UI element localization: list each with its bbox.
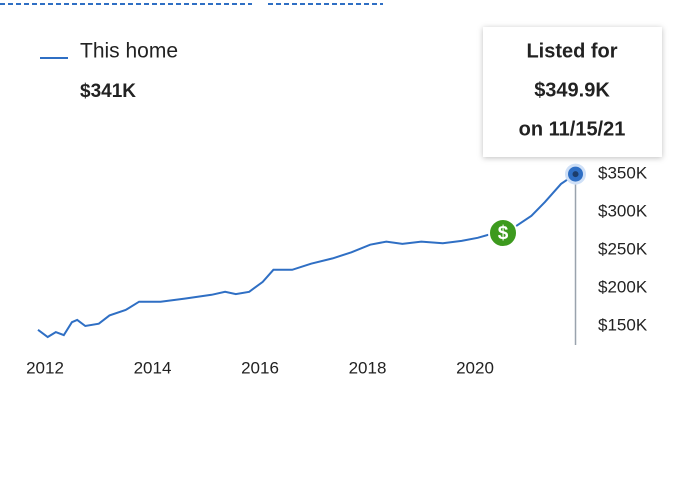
y-tick-label: $150K: [598, 315, 648, 334]
plot: $350K $300K $250K $200K $150K 2012 2014 2016 201…: [26, 163, 648, 377]
x-tick-label: 2018: [349, 358, 387, 377]
legend-value: $341K: [80, 81, 136, 102]
x-tick-label: 2012: [26, 358, 64, 377]
y-tick-label: $300K: [598, 201, 648, 220]
price-line: [37, 173, 577, 339]
tooltip-text: Listed for: [526, 40, 617, 62]
tooltip-text: on 11/15/21: [519, 118, 626, 140]
x-tick-label: 2016: [241, 358, 279, 377]
tooltip: [483, 27, 662, 157]
x-tick-label: 2014: [134, 358, 172, 377]
current-marker-dot: [572, 171, 579, 178]
sold-icon: $: [488, 218, 518, 248]
x-tick-label: 2020: [456, 358, 494, 377]
svg-text:$: $: [498, 223, 509, 244]
y-tick-label: $200K: [598, 277, 648, 296]
tooltip-text: $349.9K: [534, 79, 610, 101]
y-tick-label: $350K: [598, 163, 648, 182]
legend-label: This home: [80, 40, 178, 63]
y-tick-label: $250K: [598, 239, 648, 258]
